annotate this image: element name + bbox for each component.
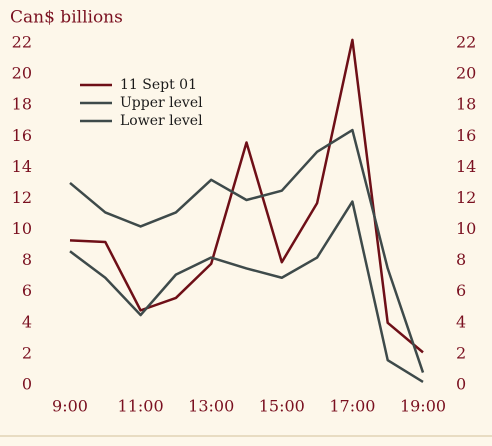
x-tick-label: 19:00 <box>400 397 446 416</box>
x-tick-label: 13:00 <box>188 397 234 416</box>
y-tick-label: 4 <box>22 312 32 331</box>
y-tick-label: 22 <box>12 33 32 52</box>
series-line <box>69 38 424 354</box>
x-tick-label: 17:00 <box>329 397 375 416</box>
legend-label: Lower level <box>120 113 203 129</box>
y2-tick-label: 8 <box>456 250 466 269</box>
y2-tick-label: 0 <box>456 375 466 394</box>
y-tick-label: 18 <box>12 95 32 114</box>
y2-tick-label: 20 <box>456 64 476 83</box>
y2-tick-label: 10 <box>456 219 476 238</box>
y-tick-label: 6 <box>22 281 32 300</box>
legend-label: 11 Sept 01 <box>120 77 197 93</box>
y-tick-label: 20 <box>12 64 32 83</box>
y2-tick-label: 2 <box>456 343 466 362</box>
y2-tick-label: 4 <box>456 312 466 331</box>
y2-tick-label: 18 <box>456 95 476 114</box>
y-tick-label: 12 <box>12 188 32 207</box>
legend-label: Upper level <box>120 95 203 111</box>
chart-title: Can$ billions <box>10 8 123 28</box>
y-tick-label: 10 <box>12 219 32 238</box>
x-tick-label: 9:00 <box>52 397 88 416</box>
y2-tick-label: 22 <box>456 33 476 52</box>
y-tick-label: 14 <box>12 157 32 176</box>
y-tick-label: 0 <box>22 375 32 394</box>
x-tick-label: 11:00 <box>118 397 164 416</box>
y-tick-label: 16 <box>12 126 32 145</box>
y2-tick-label: 14 <box>456 157 476 176</box>
y2-tick-label: 12 <box>456 188 476 207</box>
y2-tick-label: 16 <box>456 126 476 145</box>
x-tick-label: 15:00 <box>259 397 305 416</box>
series-line <box>69 128 425 373</box>
series-line <box>69 200 424 383</box>
y-tick-label: 2 <box>22 343 32 362</box>
y-tick-label: 8 <box>22 250 32 269</box>
y2-tick-label: 6 <box>456 281 466 300</box>
